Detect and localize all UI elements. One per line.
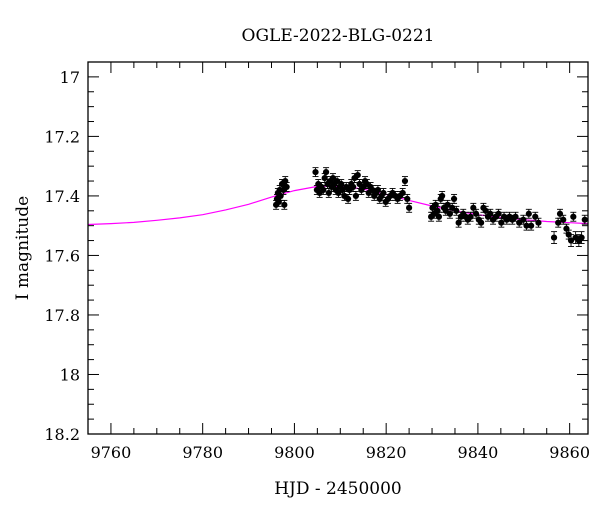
data-marker	[567, 237, 575, 244]
data-marker	[525, 210, 532, 217]
data-marker	[320, 186, 327, 194]
data-point	[312, 167, 319, 178]
data-point	[523, 220, 530, 231]
data-marker	[406, 204, 413, 211]
data-marker	[472, 210, 480, 217]
data-marker	[570, 213, 577, 220]
data-marker	[434, 207, 441, 214]
axis-ticks: 9760 9780 9800 9820 9840 9860 17 17.2 17.4 17.6 17…	[44, 61, 590, 462]
data-marker	[325, 189, 332, 197]
y-tick-label: 17.2	[44, 127, 80, 146]
data-marker	[344, 195, 352, 202]
data-marker	[374, 186, 382, 194]
x-tick-label: 9860	[549, 443, 590, 462]
plot-frame	[87, 61, 589, 435]
data-point	[399, 188, 406, 198]
data-point	[406, 202, 413, 213]
data-marker	[450, 195, 458, 202]
data-point	[567, 234, 575, 247]
data-marker	[520, 216, 527, 223]
y-tick-label: 17.4	[44, 187, 80, 206]
data-point	[453, 205, 460, 216]
y-tick-label: 18	[60, 365, 80, 384]
data-point	[322, 167, 330, 178]
data-marker	[581, 216, 588, 223]
x-tick-label: 9840	[458, 443, 499, 462]
data-marker	[487, 210, 494, 217]
data-marker	[283, 183, 290, 191]
data-marker	[399, 189, 406, 197]
data-point	[281, 199, 288, 210]
data-marker	[532, 213, 539, 220]
y-tick-label: 17	[60, 68, 80, 87]
data-marker	[350, 183, 357, 191]
data-marker	[550, 234, 558, 241]
x-axis-label: HJD - 2450000	[274, 479, 402, 499]
data-marker	[401, 177, 409, 185]
data-marker	[512, 213, 519, 220]
data-point	[581, 214, 588, 225]
data-marker	[380, 189, 387, 197]
chart-title: OGLE-2022-BLG-0221	[242, 26, 435, 46]
y-tick-label: 18.2	[44, 425, 80, 444]
data-marker	[354, 171, 361, 179]
plot-series	[87, 167, 589, 247]
x-tick-label: 9780	[182, 443, 223, 462]
data-marker	[528, 222, 535, 229]
x-tick-label: 9760	[91, 443, 132, 462]
y-tick-label: 17.8	[44, 306, 80, 325]
data-point	[525, 208, 532, 219]
y-tick-label: 17.6	[44, 246, 80, 265]
data-point	[435, 211, 443, 222]
data-marker	[321, 174, 328, 182]
data-point	[401, 176, 409, 186]
data-marker	[556, 210, 564, 217]
data-point	[439, 191, 446, 201]
data-point	[578, 231, 585, 244]
data-marker	[277, 192, 284, 200]
data-point	[404, 193, 411, 204]
data-marker	[523, 222, 530, 229]
data-marker	[470, 204, 477, 211]
data-point	[570, 211, 577, 222]
data-marker	[535, 219, 542, 226]
data-point	[450, 193, 458, 204]
data-point	[283, 182, 290, 192]
x-tick-label: 9800	[274, 443, 315, 462]
data-marker	[478, 219, 485, 226]
data-point	[528, 220, 535, 231]
data-marker	[312, 169, 319, 176]
data-marker	[560, 216, 567, 223]
data-marker	[281, 201, 288, 208]
data-point	[352, 191, 359, 201]
data-marker	[453, 207, 460, 214]
data-marker	[282, 177, 289, 185]
data-point	[550, 231, 558, 244]
data-marker	[578, 234, 585, 241]
data-point	[478, 217, 485, 228]
data-marker	[495, 210, 502, 217]
data-point	[535, 217, 542, 228]
x-tick-label: 9820	[366, 443, 407, 462]
data-marker	[467, 213, 474, 220]
y-axis-label: I magnitude	[13, 196, 33, 300]
data-point	[495, 208, 502, 219]
data-marker	[435, 213, 443, 220]
data-marker	[322, 169, 330, 176]
data-marker	[404, 195, 411, 202]
data-marker	[498, 219, 505, 226]
data-marker	[352, 192, 359, 200]
data-marker	[444, 201, 451, 208]
data-marker	[439, 192, 446, 200]
data-marker	[555, 219, 562, 226]
data-point	[560, 214, 567, 225]
